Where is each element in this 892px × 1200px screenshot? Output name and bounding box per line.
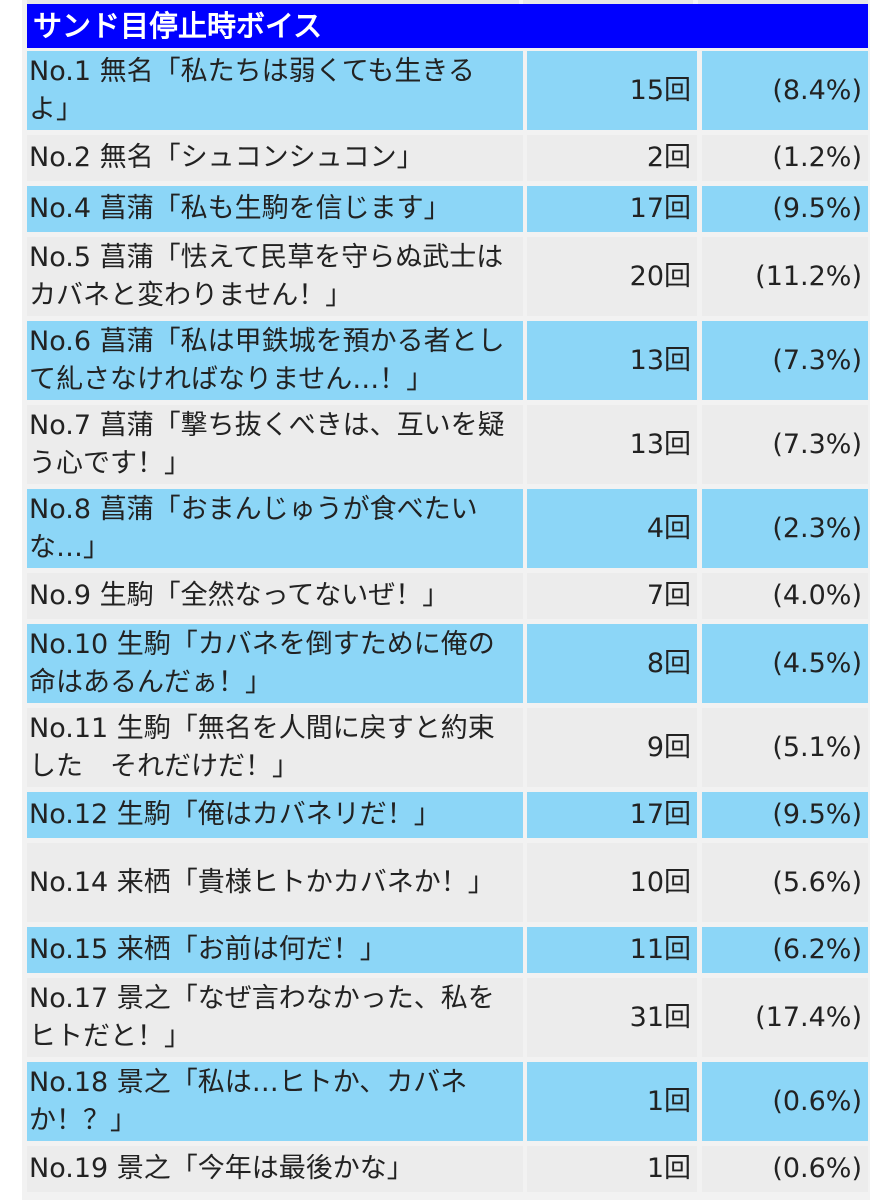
voice-percentage: (1.2%) xyxy=(702,135,868,181)
voice-count: 13回 xyxy=(527,405,697,484)
voice-count: 20回 xyxy=(527,237,697,316)
table-row: No.12 生駒「俺はカバネリだ！」 17回 (9.5%) xyxy=(27,792,868,838)
voice-label: No.6 菖蒲「私は甲鉄城を預かる者として糺さなければなりません…！」 xyxy=(29,325,505,395)
voice-label: No.15 来栖「お前は何だ！」 xyxy=(29,934,387,965)
table-row: No.2 無名「シュコンシュコン」 2回 (1.2%) xyxy=(27,135,868,181)
table-row: No.14 来栖「貴様ヒトかカバネか！」 10回 (5.6%) xyxy=(27,843,868,922)
table-rows: No.1 無名「私たちは弱くても生きるよ」 15回 (8.4%) No.2 無名「シュ… xyxy=(27,51,868,1192)
voice-count: 1回 xyxy=(527,1146,697,1192)
voice-count: 8回 xyxy=(527,624,697,703)
voice-percentage: (7.3%) xyxy=(702,405,868,484)
voice-count: 17回 xyxy=(527,186,697,232)
voice-percentage: (11.2%) xyxy=(702,237,868,316)
table-row: No.6 菖蒲「私は甲鉄城を預かる者として糺さなければなりません…！」 13回 (7… xyxy=(27,321,868,400)
voice-percentage: (2.3%) xyxy=(702,489,868,568)
voice-percentage: (4.5%) xyxy=(702,624,868,703)
voice-label: No.17 景之「なぜ言わなかった、私をヒトだと！」 xyxy=(29,982,495,1052)
voice-count: 1回 xyxy=(527,1062,697,1141)
voice-label: No.19 景之「今年は最後かな」 xyxy=(29,1153,414,1184)
voice-label: No.2 無名「シュコンシュコン」 xyxy=(29,142,424,173)
table-row: No.4 菖蒲「私も生駒を信じます」 17回 (9.5%) xyxy=(27,186,868,232)
voice-percentage: (5.6%) xyxy=(702,843,868,922)
voice-label: No.7 菖蒲「撃ち抜くべきは、互いを疑う心です！」 xyxy=(29,409,505,479)
voice-label-cell: No.15 来栖「お前は何だ！」 xyxy=(27,927,523,973)
voice-percentage: (5.1%) xyxy=(702,708,868,787)
voice-label-cell: No.4 菖蒲「私も生駒を信じます」 xyxy=(27,186,523,232)
voice-label: No.4 菖蒲「私も生駒を信じます」 xyxy=(29,193,451,224)
table-row: No.11 生駒「無名を人間に戻すと約束した それだけだ！」 9回 (5.1%) xyxy=(27,708,868,787)
voice-percentage: (6.2%) xyxy=(702,927,868,973)
voice-label-cell: No.19 景之「今年は最後かな」 xyxy=(27,1146,523,1192)
voice-label-cell: No.5 菖蒲「怯えて民草を守らぬ武士はカバネと変わりません！」 xyxy=(27,237,523,316)
voice-label: No.8 菖蒲「おまんじゅうが食べたいな…」 xyxy=(29,493,478,563)
voice-label: No.18 景之「私は…ヒトか、カバネか！？」 xyxy=(29,1066,468,1136)
voice-percentage: (9.5%) xyxy=(702,186,868,232)
voice-label-cell: No.9 生駒「全然なってないぜ！」 xyxy=(27,573,523,619)
voice-count: 11回 xyxy=(527,927,697,973)
voice-label-cell: No.18 景之「私は…ヒトか、カバネか！？」 xyxy=(27,1062,523,1141)
voice-count: 10回 xyxy=(527,843,697,922)
table-row: No.18 景之「私は…ヒトか、カバネか！？」 1回 (0.6%) xyxy=(27,1062,868,1141)
voice-label: No.9 生駒「全然なってないぜ！」 xyxy=(29,580,450,611)
voice-percentage: (7.3%) xyxy=(702,321,868,400)
voice-stats-table: サンド目停止時ボイス No.1 無名「私たちは弱くても生きるよ」 15回 (8.4%… xyxy=(22,0,870,1200)
voice-label: No.12 生駒「俺はカバネリだ！」 xyxy=(29,799,441,830)
table-row: No.8 菖蒲「おまんじゅうが食べたいな…」 4回 (2.3%) xyxy=(27,489,868,568)
voice-percentage: (9.5%) xyxy=(702,792,868,838)
voice-label-cell: No.14 来栖「貴様ヒトかカバネか！」 xyxy=(27,843,523,922)
voice-label-cell: No.7 菖蒲「撃ち抜くべきは、互いを疑う心です！」 xyxy=(27,405,523,484)
voice-count: 9回 xyxy=(527,708,697,787)
voice-label-cell: No.2 無名「シュコンシュコン」 xyxy=(27,135,523,181)
table-top-edge xyxy=(22,0,870,4)
table-header: サンド目停止時ボイス xyxy=(27,4,868,48)
voice-label: No.11 生駒「無名を人間に戻すと約束した それだけだ！」 xyxy=(29,712,495,782)
table-row: No.7 菖蒲「撃ち抜くべきは、互いを疑う心です！」 13回 (7.3%) xyxy=(27,405,868,484)
voice-label-cell: No.12 生駒「俺はカバネリだ！」 xyxy=(27,792,523,838)
voice-label: No.1 無名「私たちは弱くても生きるよ」 xyxy=(29,55,475,125)
voice-count: 7回 xyxy=(527,573,697,619)
voice-label-cell: No.17 景之「なぜ言わなかった、私をヒトだと！」 xyxy=(27,978,523,1057)
voice-label-cell: No.8 菖蒲「おまんじゅうが食べたいな…」 xyxy=(27,489,523,568)
voice-count: 4回 xyxy=(527,489,697,568)
voice-count: 31回 xyxy=(527,978,697,1057)
voice-percentage: (4.0%) xyxy=(702,573,868,619)
voice-percentage: (0.6%) xyxy=(702,1146,868,1192)
table-row: No.19 景之「今年は最後かな」 1回 (0.6%) xyxy=(27,1146,868,1192)
voice-percentage: (17.4%) xyxy=(702,978,868,1057)
table-row: No.9 生駒「全然なってないぜ！」 7回 (4.0%) xyxy=(27,573,868,619)
table-row: No.5 菖蒲「怯えて民草を守らぬ武士はカバネと変わりません！」 20回 (11.2… xyxy=(27,237,868,316)
voice-count: 13回 xyxy=(527,321,697,400)
table-row: No.17 景之「なぜ言わなかった、私をヒトだと！」 31回 (17.4%) xyxy=(27,978,868,1057)
voice-count: 17回 xyxy=(527,792,697,838)
voice-count: 15回 xyxy=(527,51,697,130)
table-row: No.10 生駒「カバネを倒すために俺の命はあるんだぁ！」 8回 (4.5%) xyxy=(27,624,868,703)
table-row: No.1 無名「私たちは弱くても生きるよ」 15回 (8.4%) xyxy=(27,51,868,130)
voice-label-cell: No.10 生駒「カバネを倒すために俺の命はあるんだぁ！」 xyxy=(27,624,523,703)
voice-label: No.14 来栖「貴様ヒトかカバネか！」 xyxy=(29,866,495,898)
table-row: No.15 来栖「お前は何だ！」 11回 (6.2%) xyxy=(27,927,868,973)
voice-label-cell: No.1 無名「私たちは弱くても生きるよ」 xyxy=(27,51,523,130)
voice-count: 2回 xyxy=(527,135,697,181)
voice-percentage: (0.6%) xyxy=(702,1062,868,1141)
voice-label-cell: No.6 菖蒲「私は甲鉄城を預かる者として糺さなければなりません…！」 xyxy=(27,321,523,400)
voice-label-cell: No.11 生駒「無名を人間に戻すと約束した それだけだ！」 xyxy=(27,708,523,787)
voice-label: No.10 生駒「カバネを倒すために俺の命はあるんだぁ！」 xyxy=(29,628,495,698)
voice-percentage: (8.4%) xyxy=(702,51,868,130)
voice-label: No.5 菖蒲「怯えて民草を守らぬ武士はカバネと変わりません！」 xyxy=(29,241,504,311)
